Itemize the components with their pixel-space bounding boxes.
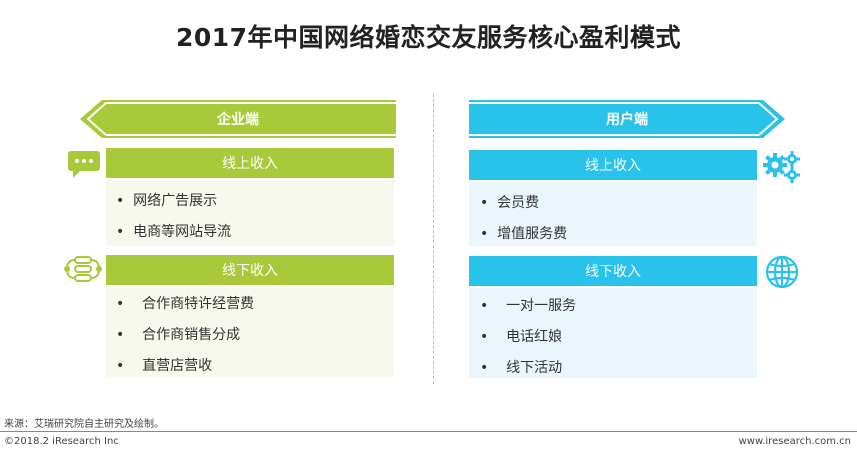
source-note: 来源：艾瑞研究院自主研究及绘制。 xyxy=(4,419,164,430)
list-item: • 电话红娘 xyxy=(480,329,563,345)
left-header-arrow: 企业端 xyxy=(80,100,396,138)
list-item: • 直营店营收 xyxy=(116,358,213,374)
left-online-box xyxy=(106,180,394,246)
page-title: 2017年中国网络婚恋交友服务核心盈利模式 xyxy=(175,23,682,52)
website: www.iresearch.com.cn xyxy=(738,436,851,447)
right-online-label: 线上收入 xyxy=(585,158,641,174)
left-header-label: 企业端 xyxy=(217,112,259,128)
list-item: • 线下活动 xyxy=(480,360,563,376)
left-online-label: 线上收入 xyxy=(222,156,278,172)
list-item: • 一对一服务 xyxy=(480,298,577,314)
right-online-bar: 线上收入 xyxy=(469,150,757,180)
list-item: • 会员费 xyxy=(480,195,540,211)
list-item: • 合作商销售分成 xyxy=(116,327,241,343)
copyright: ©2018.2 iResearch Inc xyxy=(4,436,119,447)
list-item: • 网络广告展示 xyxy=(116,193,218,209)
center-divider xyxy=(433,94,434,384)
right-header-label: 用户端 xyxy=(606,112,648,128)
chat-bubble-icon xyxy=(67,150,101,184)
right-offline-box xyxy=(469,288,757,378)
right-offline-label: 线下收入 xyxy=(585,264,641,280)
left-online-bar: 线上收入 xyxy=(106,148,394,178)
footer-rule xyxy=(0,431,857,432)
globe-icon xyxy=(764,255,800,293)
flow-chain-icon xyxy=(63,255,103,287)
list-item: • 增值服务费 xyxy=(480,226,568,242)
left-offline-box xyxy=(106,287,394,377)
list-item: • 合作商特许经营费 xyxy=(116,296,255,312)
right-online-box xyxy=(469,182,757,246)
list-item: • 电商等网站导流 xyxy=(116,224,232,240)
right-offline-bar: 线下收入 xyxy=(469,256,757,286)
gears-icon xyxy=(763,150,803,188)
left-offline-bar: 线下收入 xyxy=(106,255,394,285)
right-header-arrow: 用户端 xyxy=(469,100,785,138)
left-offline-label: 线下收入 xyxy=(222,263,278,279)
